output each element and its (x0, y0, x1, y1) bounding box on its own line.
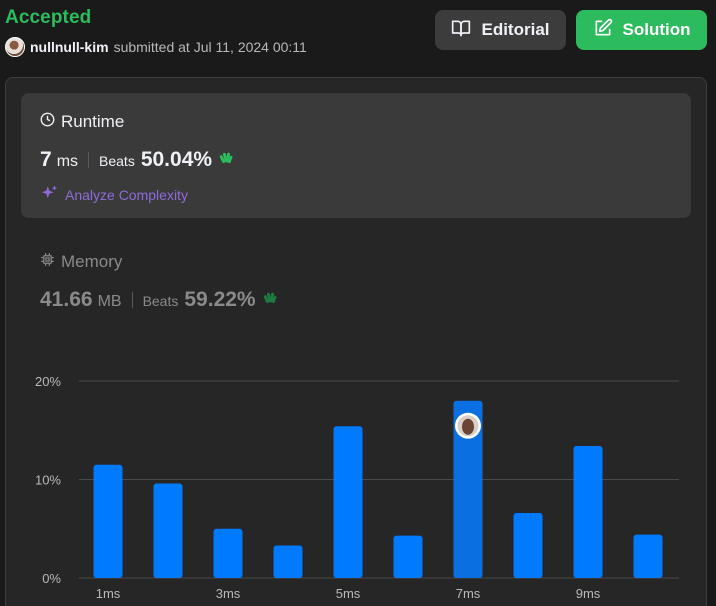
memory-beats-value: 59.22% (184, 288, 256, 311)
runtime-card[interactable] (21, 93, 691, 218)
chart-bar[interactable] (213, 528, 243, 578)
chart-bar[interactable] (453, 400, 483, 578)
runtime-stats: 7 ms Beats 50.04% (40, 148, 235, 172)
x-tick-label: 5ms (336, 586, 361, 601)
x-tick-label: 3ms (216, 586, 241, 601)
chart-bar[interactable] (393, 535, 423, 578)
editorial-label: Editorial (481, 20, 550, 39)
memory-value: 41.66 (40, 288, 93, 311)
memory-heading[interactable]: Memory (40, 252, 122, 272)
x-tick-label: 9ms (576, 586, 601, 601)
runtime-heading: Runtime (40, 112, 124, 132)
chart-bar[interactable] (333, 426, 363, 578)
x-tick-label: 7ms (456, 586, 481, 601)
clapping-hands-icon (217, 149, 235, 172)
editorial-button[interactable]: Editorial (435, 10, 566, 50)
memory-title: Memory (61, 252, 123, 271)
sparkle-icon (41, 184, 59, 205)
memory-beats-label: Beats (142, 293, 179, 309)
user-position-avatar (455, 412, 481, 439)
chip-icon (40, 252, 55, 272)
chart-bar[interactable] (153, 483, 183, 578)
runtime-distribution-chart[interactable]: 0% 10% 20% 1ms 3ms 5ms 7ms 9ms (0, 360, 716, 606)
username-link[interactable]: nullnull-kim (30, 39, 109, 55)
submission-info: nullnull-kim submitted at Jul 11, 2024 0… (5, 37, 307, 57)
status-title: Accepted (5, 7, 92, 28)
user-avatar[interactable] (5, 37, 25, 57)
y-tick-label: 20% (35, 374, 61, 389)
stat-divider (88, 152, 90, 168)
submitted-timestamp: submitted at Jul 11, 2024 00:11 (113, 39, 307, 55)
chart-bar[interactable] (633, 534, 663, 578)
y-tick-label: 10% (35, 473, 61, 488)
runtime-title: Runtime (61, 112, 125, 131)
solution-label: Solution (622, 20, 691, 39)
runtime-value: 7 (40, 148, 52, 171)
stat-divider (131, 292, 133, 308)
runtime-unit: ms (56, 153, 79, 170)
chart-bar[interactable] (93, 464, 123, 578)
edit-icon (593, 18, 613, 43)
runtime-beats-label: Beats (99, 153, 135, 169)
runtime-beats-value: 50.04% (140, 148, 213, 171)
memory-stats: 41.66 MB Beats 59.22% (40, 288, 279, 312)
chart-bar[interactable] (513, 512, 543, 578)
memory-unit: MB (97, 293, 122, 310)
clock-icon (40, 112, 55, 132)
chart-bar[interactable] (573, 446, 603, 578)
analyze-label: Analyze Complexity (65, 186, 188, 203)
solution-button[interactable]: Solution (576, 10, 707, 50)
book-open-icon (451, 18, 471, 43)
y-tick-label: 0% (42, 571, 61, 586)
analyze-complexity-link[interactable]: Analyze Complexity (41, 184, 188, 205)
chart-bar[interactable] (273, 545, 303, 578)
clapping-hands-icon (261, 289, 279, 312)
x-tick-label: 1ms (96, 586, 121, 601)
